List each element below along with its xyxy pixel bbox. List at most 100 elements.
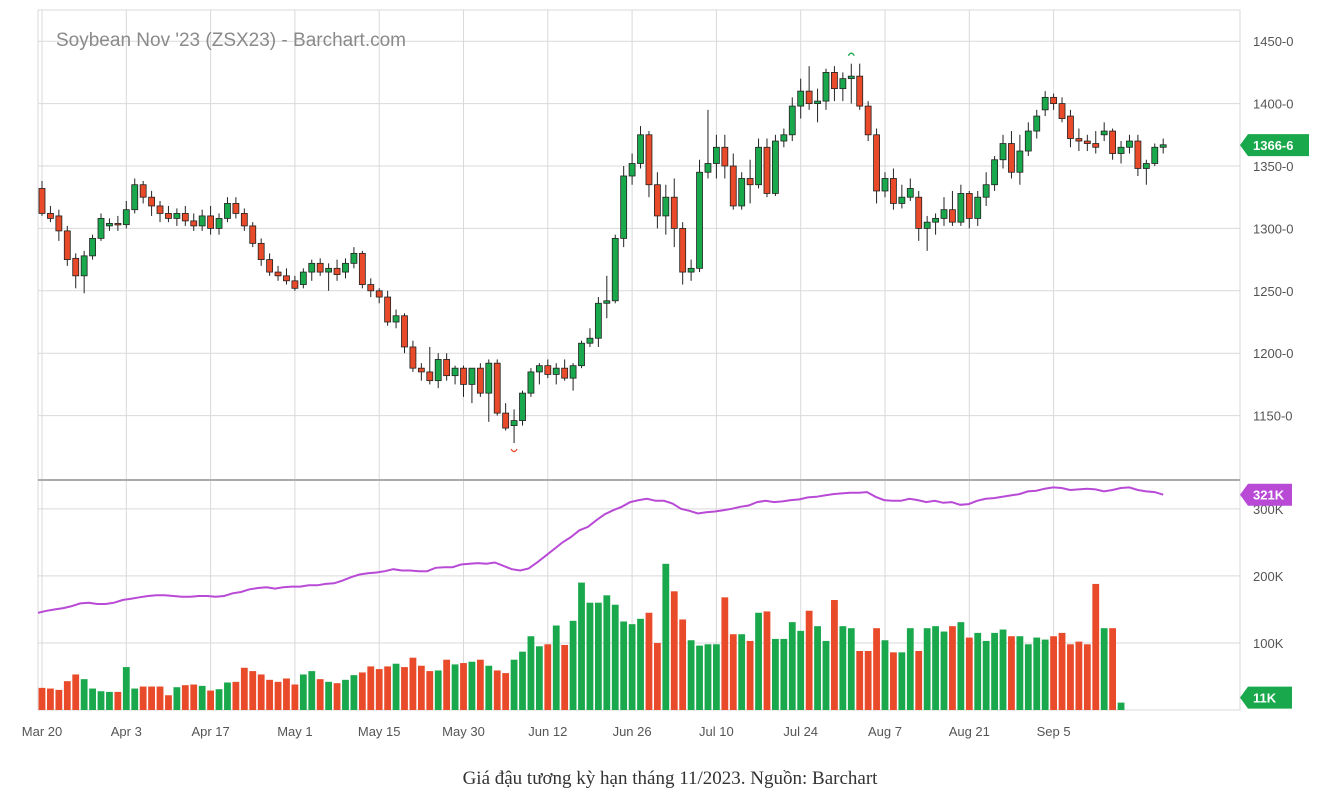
volume-bar [232,681,240,710]
low-marker [510,448,518,453]
volume-bar [493,670,501,710]
candle [831,66,838,102]
last-volume-badge: 11K [1240,686,1292,709]
volume-bar [662,563,670,710]
candle [898,184,906,209]
candle [224,197,231,223]
candle-body [401,315,408,348]
candle-body [578,342,585,367]
axes: 1150-0 1200-0 1250-0 1300-0 1350-0 1400-0 1450… [22,34,1309,739]
volume-average-badge: 321K [1240,483,1292,506]
candle [805,66,813,110]
candle [856,63,864,110]
candle [797,78,805,119]
candle [982,172,990,206]
volume-bar [544,644,552,710]
candle-body [72,257,80,277]
candle [426,346,434,385]
candle [249,222,257,248]
candle-body [831,72,838,90]
candle-body [173,213,181,219]
volume-bar [687,640,695,710]
candle [139,180,147,204]
candle-body [890,178,897,204]
candle [417,363,425,381]
volume-bar [291,684,299,710]
candle [923,215,931,251]
volume-bar [729,634,737,710]
candle [628,153,636,185]
candle [1126,134,1133,154]
volume-bar [932,626,939,710]
candle [443,353,451,381]
volume-bar [890,652,897,710]
candle-body [333,267,341,275]
candle [620,166,628,248]
candle [653,172,661,229]
volume-bar [274,681,282,710]
x-tick-label: Jun 12 [528,724,567,739]
candle [755,138,762,189]
candle-body [1083,140,1091,144]
volume-bar [316,679,324,710]
candle [367,278,375,298]
candle-body [89,237,96,257]
candle-body [1008,143,1015,173]
candle [291,275,299,291]
volume-bar [401,667,408,710]
candle-body [1024,130,1032,152]
volume-bar [594,602,602,710]
candle-body [662,196,670,217]
volume-tick-label: 100K [1253,636,1284,651]
candle [763,138,771,198]
volume-bar [266,679,274,710]
volume-bars [38,563,1125,710]
candle-body [999,143,1007,161]
volume-bar [72,674,80,710]
candle-body [628,163,636,177]
candle [519,390,526,426]
candle-body [451,367,459,377]
candle [932,213,939,235]
volume-bar [257,674,265,710]
volume-bar [881,640,889,710]
candle-body [620,175,628,239]
x-tick-label: Aug 21 [949,724,990,739]
candle-body [409,346,417,369]
candle-body [148,196,155,207]
candle [266,253,274,276]
volume-bar [165,695,172,710]
candle [468,367,476,404]
volume-bar [367,666,375,710]
figure-caption: Giá đậu tương kỳ hạn tháng 11/2023. Nguồ… [462,768,878,789]
candle [1142,159,1150,185]
volume-bar [502,673,510,710]
candle [350,247,358,269]
candle-body [97,218,105,239]
candle-body [1058,103,1066,119]
candle [729,153,737,210]
candle-body [232,203,240,214]
candle-body [982,184,990,198]
candle-body [1117,146,1125,154]
candle-body [224,203,231,219]
candle-body [122,209,130,226]
candle [274,265,282,281]
volume-bar [814,626,821,710]
candle [915,190,923,241]
volume-bar [746,640,754,710]
x-tick-label: Jul 10 [699,724,734,739]
volume-bar [679,619,687,710]
candle-body [434,359,442,382]
candle-body [106,223,113,227]
volume-bar [333,683,341,710]
candle [476,363,484,397]
volume-bar [1117,702,1125,710]
volume-bar [207,690,214,710]
candle [401,313,408,354]
candle-body [510,420,518,426]
candle [670,178,678,248]
candle-body [552,367,560,375]
volume-bar [763,611,771,710]
candle-body [881,178,889,192]
